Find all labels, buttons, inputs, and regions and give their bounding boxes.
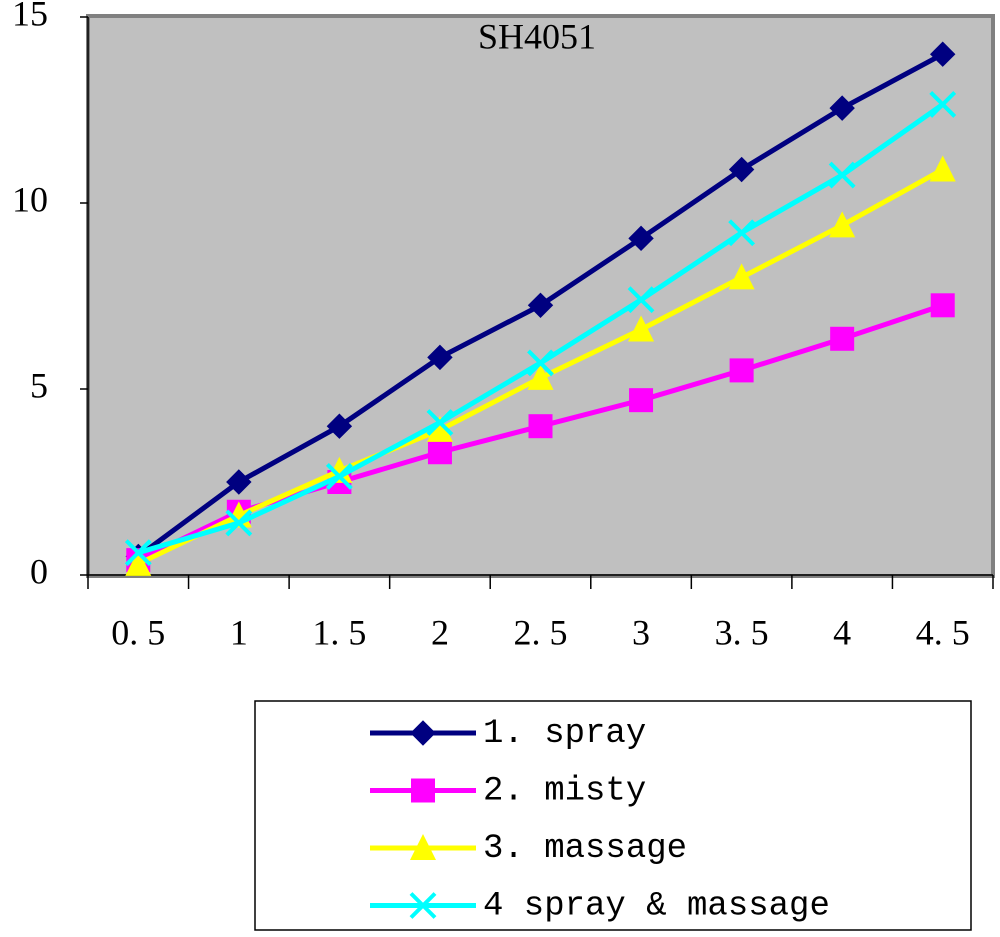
point-marker	[225, 509, 253, 537]
point-marker	[627, 286, 655, 314]
x-tick-label: 3	[632, 612, 650, 652]
x-tick-label: 4	[833, 612, 851, 652]
legend-label: 1. spray	[483, 715, 646, 753]
y-tick-label: 5	[30, 365, 48, 405]
point-marker	[426, 415, 453, 442]
point-marker	[829, 211, 856, 238]
legend-label: 3. massage	[483, 830, 687, 868]
legend-marker	[410, 834, 436, 860]
point-marker	[226, 469, 252, 495]
point-marker	[427, 344, 453, 371]
point-marker	[426, 409, 454, 436]
x-tick-label: 3. 5	[715, 612, 769, 652]
y-tick-label: 15	[12, 0, 48, 33]
legend-marker	[411, 778, 435, 803]
legend-label: 2. misty	[483, 772, 646, 810]
point-marker	[527, 363, 554, 390]
point-marker	[729, 358, 754, 383]
point-marker	[929, 91, 957, 118]
point-marker	[930, 293, 955, 318]
x-tick-label: 2. 5	[514, 612, 568, 652]
x-tick-label: 4. 5	[916, 612, 970, 652]
point-marker	[930, 41, 956, 67]
point-marker	[628, 225, 654, 252]
y-tick-label: 10	[12, 179, 48, 219]
point-marker	[326, 413, 353, 439]
point-marker	[728, 156, 755, 183]
point-marker	[125, 549, 152, 576]
point-marker	[830, 326, 855, 351]
point-marker	[527, 292, 554, 319]
point-marker	[728, 263, 755, 290]
x-tick-label: 0. 5	[111, 612, 165, 652]
point-marker	[929, 155, 956, 182]
point-marker	[628, 315, 655, 342]
legend-label: 4 spray & massage	[483, 887, 830, 925]
x-tick-label: 1. 5	[312, 612, 366, 652]
x-tick-label: 1	[230, 612, 248, 652]
point-marker	[326, 456, 353, 483]
point-marker	[528, 414, 553, 439]
y-tick-label: 0	[30, 551, 48, 591]
point-marker	[829, 95, 855, 121]
legend-marker	[409, 892, 437, 919]
legend	[254, 700, 972, 931]
point-marker	[828, 161, 856, 189]
point-marker	[325, 463, 353, 490]
point-marker	[427, 440, 452, 465]
chart-title: SH4051	[478, 16, 596, 56]
point-marker	[124, 539, 152, 567]
x-tick-label: 2	[431, 612, 449, 652]
legend-marker	[410, 720, 436, 746]
point-marker	[527, 349, 554, 377]
point-marker	[629, 388, 654, 413]
point-marker	[728, 219, 756, 247]
